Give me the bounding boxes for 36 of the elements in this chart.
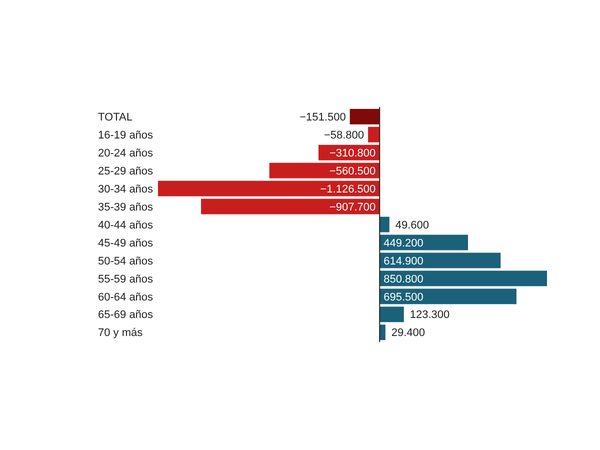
y-tick-label: 30-34 años <box>98 183 154 196</box>
data-label: −310.800 <box>329 147 376 160</box>
bar <box>380 216 390 232</box>
y-tick-label: 16-19 años <box>98 129 154 142</box>
y-tick-label: 20-24 años <box>98 147 154 160</box>
data-label: 614.900 <box>384 255 424 268</box>
y-tick-label: 50-54 años <box>98 255 154 268</box>
bar <box>380 324 386 340</box>
bar <box>158 180 380 196</box>
y-tick-label: 40-44 años <box>98 219 154 232</box>
y-tick-label: 25-29 años <box>98 165 154 178</box>
bar <box>368 126 380 142</box>
bar <box>380 288 516 304</box>
y-tick-label: 45-49 años <box>98 237 154 250</box>
bar <box>380 252 501 268</box>
y-tick-label: 55-59 años <box>98 273 154 286</box>
data-label: 49.600 <box>395 219 430 232</box>
data-label: −1.126.500 <box>320 183 376 196</box>
data-label: −58.800 <box>324 129 364 142</box>
data-label: −907.700 <box>329 201 376 214</box>
y-tick-label: 35-39 años <box>98 201 154 214</box>
y-tick-label: 60-64 años <box>98 291 154 304</box>
data-label: 29.400 <box>391 327 426 340</box>
data-label: −151.500 <box>300 111 346 124</box>
bar <box>350 108 380 124</box>
bar <box>201 198 380 214</box>
data-label: −560.500 <box>329 165 376 178</box>
y-tick-label: 65-69 años <box>98 309 154 322</box>
bar <box>380 306 404 322</box>
data-label: 695.500 <box>384 291 424 304</box>
data-label: 850.800 <box>384 273 424 286</box>
y-tick-label: TOTAL <box>98 111 132 124</box>
bar <box>380 270 547 286</box>
data-label: 123.300 <box>410 309 450 322</box>
data-label: 449.200 <box>384 237 424 250</box>
y-tick-label: 70 y más <box>98 327 144 340</box>
